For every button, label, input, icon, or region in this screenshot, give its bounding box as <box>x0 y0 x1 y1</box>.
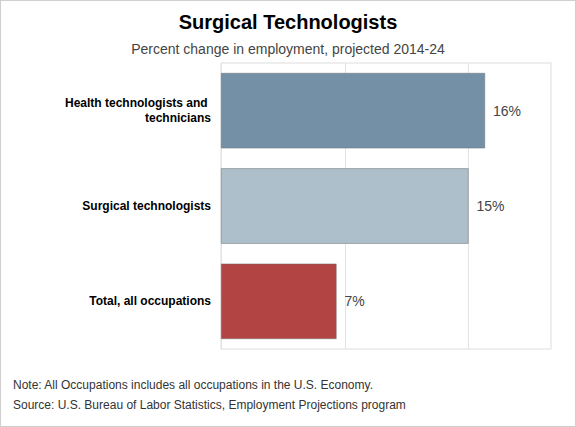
svg-text:Source: U.S. Bureau of Labor S: Source: U.S. Bureau of Labor Statistics,… <box>13 398 406 412</box>
svg-text:Surgical Technologists: Surgical Technologists <box>179 11 398 33</box>
svg-text:Health technologists and: Health technologists and <box>65 96 211 110</box>
svg-text:Total, all occupations: Total, all occupations <box>89 294 211 308</box>
svg-text:7%: 7% <box>345 293 365 309</box>
svg-text:technicians: technicians <box>145 111 211 125</box>
svg-text:16%: 16% <box>493 103 521 119</box>
svg-text:Note: All Occupations includes: Note: All Occupations includes all occup… <box>13 378 373 392</box>
svg-text:15%: 15% <box>477 198 505 214</box>
svg-text:Surgical technologists: Surgical technologists <box>82 199 211 213</box>
svg-text:Percent change in employment,: Percent change in employment, projected … <box>131 41 445 57</box>
